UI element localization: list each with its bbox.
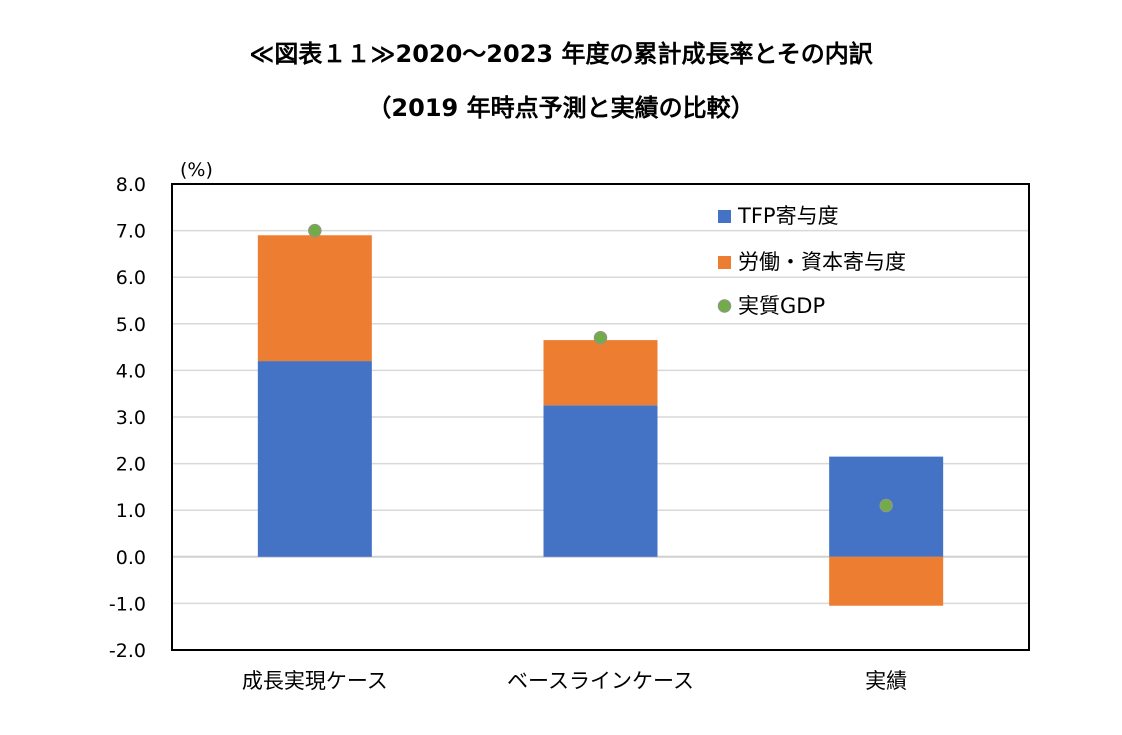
legend-label: TFP寄与度 bbox=[737, 204, 839, 228]
y-tick-label: -1.0 bbox=[109, 593, 146, 615]
bar-segment-tfp bbox=[257, 361, 372, 557]
y-tick-label: 7.0 bbox=[116, 221, 146, 243]
x-tick-label: ベースラインケース bbox=[507, 669, 694, 693]
bar-segment-labor-capital bbox=[257, 235, 372, 362]
y-tick-label: 2.0 bbox=[116, 454, 146, 476]
bar-segment-tfp bbox=[543, 405, 658, 557]
y-tick-label: 4.0 bbox=[116, 360, 146, 382]
plot-frame bbox=[171, 183, 1030, 651]
legend-marker bbox=[717, 299, 732, 313]
legend-swatch bbox=[718, 256, 731, 269]
bar-marks bbox=[257, 235, 944, 606]
x-tick-labels: 成長実現ケース ベースラインケース 実績 bbox=[242, 669, 907, 693]
y-tick-label: 6.0 bbox=[116, 267, 146, 289]
y-tick-label: 8.0 bbox=[116, 174, 146, 196]
x-tick-label: 実績 bbox=[865, 669, 907, 693]
y-tick-label: -2.0 bbox=[109, 640, 146, 662]
gdp-point bbox=[593, 331, 608, 345]
chart-title: ≪図表１１≫2020～2023 年度の累計成長率とその内訳 bbox=[249, 40, 873, 68]
point-marks bbox=[308, 223, 893, 513]
y-tick-label: 1.0 bbox=[116, 500, 146, 522]
chart-subtitle: （2019 年時点予測と実績の比較） bbox=[367, 94, 755, 122]
bar-segment-labor-capital bbox=[829, 556, 944, 606]
y-tick-label: 3.0 bbox=[116, 407, 146, 429]
x-tick-label: 成長実現ケース bbox=[242, 669, 388, 693]
y-tick-label: 5.0 bbox=[116, 314, 146, 336]
y-tick-label: 0.0 bbox=[116, 547, 146, 569]
bar-segment-labor-capital bbox=[543, 340, 658, 406]
legend-label: 実質GDP bbox=[738, 294, 825, 318]
y-tick-labels: 8.0 7.0 6.0 5.0 4.0 3.0 2.0 1.0 0.0 -1.0 -2.0 bbox=[109, 174, 146, 662]
y-unit-label: (%) bbox=[180, 159, 213, 181]
gdp-point bbox=[308, 223, 322, 238]
legend-label: 労働・資本寄与度 bbox=[738, 250, 906, 274]
legend-swatch bbox=[718, 210, 731, 223]
gdp-point bbox=[879, 498, 893, 513]
